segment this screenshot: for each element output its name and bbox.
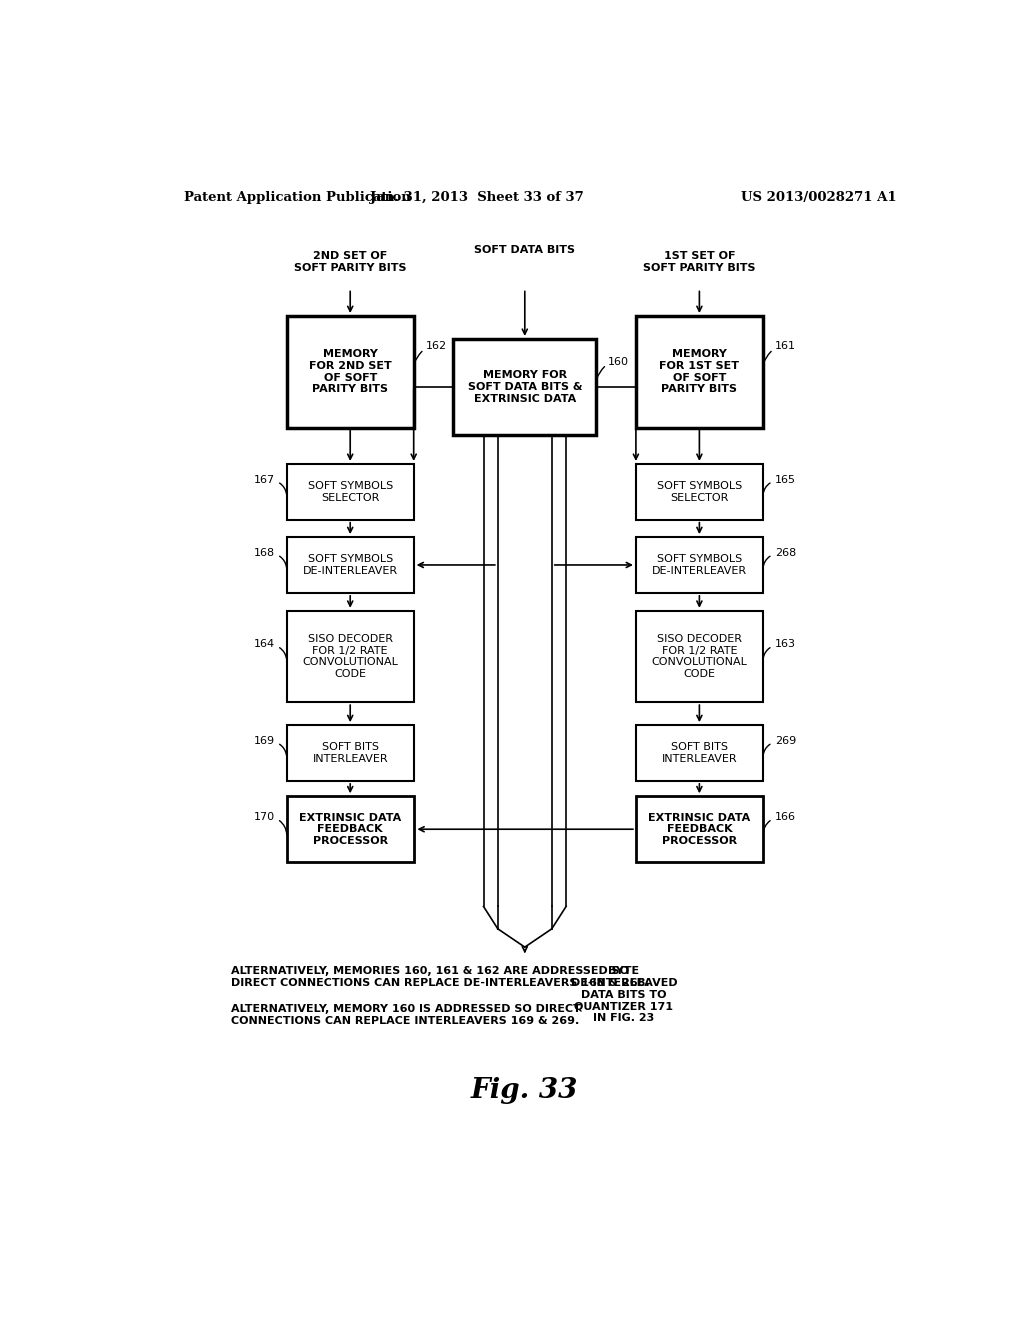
Bar [287, 463, 414, 520]
Text: SOFT SYMBOLS
SELECTOR: SOFT SYMBOLS SELECTOR [307, 480, 393, 503]
Text: SISO DECODER
FOR 1/2 RATE
CONVOLUTIONAL
CODE: SISO DECODER FOR 1/2 RATE CONVOLUTIONAL … [302, 634, 398, 678]
Text: 165: 165 [775, 475, 796, 484]
Text: MEMORY FOR
SOFT DATA BITS &
EXTRINSIC DATA: MEMORY FOR SOFT DATA BITS & EXTRINSIC DA… [468, 371, 582, 404]
Bar [287, 725, 414, 781]
Bar [636, 537, 763, 593]
Text: Jan. 31, 2013  Sheet 33 of 37: Jan. 31, 2013 Sheet 33 of 37 [371, 190, 584, 203]
Text: BYTE
DE-INTERLEAVED
DATA BITS TO
QUANTIZER 171
IN FIG. 23: BYTE DE-INTERLEAVED DATA BITS TO QUANTIZ… [570, 966, 677, 1023]
Text: SOFT BITS
INTERLEAVER: SOFT BITS INTERLEAVER [662, 742, 737, 764]
Bar [287, 796, 414, 862]
Text: 168: 168 [254, 548, 274, 558]
Text: SOFT DATA BITS: SOFT DATA BITS [474, 246, 575, 255]
Text: SOFT SYMBOLS
DE-INTERLEAVER: SOFT SYMBOLS DE-INTERLEAVER [303, 554, 397, 576]
Text: 166: 166 [775, 812, 796, 822]
Text: 167: 167 [254, 475, 274, 484]
Bar [636, 725, 763, 781]
Text: 163: 163 [775, 639, 796, 649]
Text: Fig. 33: Fig. 33 [471, 1077, 579, 1104]
Text: ALTERNATIVELY, MEMORIES 160, 161 & 162 ARE ADDRESSED SO
DIRECT CONNECTIONS CAN R: ALTERNATIVELY, MEMORIES 160, 161 & 162 A… [231, 966, 650, 989]
Text: ALTERNATIVELY, MEMORY 160 IS ADDRESSED SO DIRECT
CONNECTIONS CAN REPLACE INTERLE: ALTERNATIVELY, MEMORY 160 IS ADDRESSED S… [231, 1005, 581, 1026]
Text: 169: 169 [254, 735, 274, 746]
Text: 164: 164 [254, 639, 274, 649]
Bar [636, 463, 763, 520]
Text: SISO DECODER
FOR 1/2 RATE
CONVOLUTIONAL
CODE: SISO DECODER FOR 1/2 RATE CONVOLUTIONAL … [651, 634, 748, 678]
Text: 268: 268 [775, 548, 796, 558]
Text: 170: 170 [254, 812, 274, 822]
Bar [287, 611, 414, 702]
Text: 2ND SET OF
SOFT PARITY BITS: 2ND SET OF SOFT PARITY BITS [294, 251, 407, 273]
Text: SOFT BITS
INTERLEAVER: SOFT BITS INTERLEAVER [312, 742, 388, 764]
Bar [454, 339, 596, 436]
Text: EXTRINSIC DATA
FEEDBACK
PROCESSOR: EXTRINSIC DATA FEEDBACK PROCESSOR [648, 813, 751, 846]
Text: 269: 269 [775, 735, 796, 746]
Bar [636, 611, 763, 702]
Bar [636, 315, 763, 428]
Text: EXTRINSIC DATA
FEEDBACK
PROCESSOR: EXTRINSIC DATA FEEDBACK PROCESSOR [299, 813, 401, 846]
Text: 161: 161 [775, 342, 796, 351]
Text: 162: 162 [426, 342, 446, 351]
Text: 1ST SET OF
SOFT PARITY BITS: 1ST SET OF SOFT PARITY BITS [643, 251, 756, 273]
Text: SOFT SYMBOLS
SELECTOR: SOFT SYMBOLS SELECTOR [656, 480, 742, 503]
Text: SOFT SYMBOLS
DE-INTERLEAVER: SOFT SYMBOLS DE-INTERLEAVER [652, 554, 746, 576]
Text: US 2013/0028271 A1: US 2013/0028271 A1 [740, 190, 896, 203]
Bar [287, 315, 414, 428]
Text: Patent Application Publication: Patent Application Publication [183, 190, 411, 203]
Bar [636, 796, 763, 862]
Bar [287, 537, 414, 593]
Text: MEMORY
FOR 2ND SET
OF SOFT
PARITY BITS: MEMORY FOR 2ND SET OF SOFT PARITY BITS [309, 350, 391, 395]
Text: 160: 160 [608, 356, 629, 367]
Text: MEMORY
FOR 1ST SET
OF SOFT
PARITY BITS: MEMORY FOR 1ST SET OF SOFT PARITY BITS [659, 350, 739, 395]
